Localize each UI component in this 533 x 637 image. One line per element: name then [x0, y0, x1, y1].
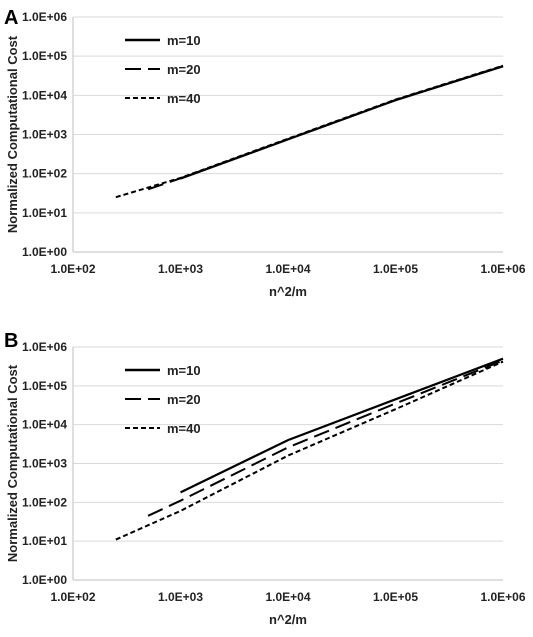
panel-a-y-axis-label: Normalized Computational Cost — [5, 35, 20, 233]
panel-b-series-m-10 — [180, 357, 504, 494]
panel-b-y-axis-label: Normalized Computational Cost — [5, 364, 20, 562]
panel-a-label: A — [4, 7, 18, 29]
panel-b-x-tick-label: 1.0E+06 — [480, 590, 525, 604]
panel-b-series-m-40 — [115, 360, 504, 541]
panel-a-x-tick-label: 1.0E+06 — [480, 262, 525, 276]
panel-b-x-tick-label: 1.0E+03 — [158, 590, 203, 604]
panel-a-y-tick-label: 1.0E+03 — [22, 128, 67, 142]
panel-b-label: B — [4, 330, 18, 352]
panel-a-y-tick-label: 1.0E+06 — [22, 10, 67, 24]
panel-b-series-m-20 — [147, 359, 504, 517]
panel-b-legend-label: m=10 — [167, 363, 201, 378]
panel-a-y-tick-label: 1.0E+05 — [22, 49, 67, 63]
panel-a-y-tick-label: 1.0E+00 — [22, 245, 67, 259]
panel-b-y-tick-label: 1.0E+00 — [22, 573, 67, 587]
panel-a-y-tick-label: 1.0E+04 — [22, 88, 67, 102]
panel-a-x-tick-label: 1.0E+02 — [50, 262, 95, 276]
panel-a-legend-label: m=10 — [167, 33, 201, 48]
panel-a-legend-label: m=20 — [167, 62, 201, 77]
panel-b-legend-label: m=20 — [167, 392, 201, 407]
panel-b-y-tick-label: 1.0E+05 — [22, 379, 67, 393]
panel-b-legend-label: m=40 — [167, 421, 201, 436]
panel-b-y-tick-label: 1.0E+03 — [22, 457, 67, 471]
panel-a-x-tick-label: 1.0E+03 — [158, 262, 203, 276]
panel-b-y-tick-label: 1.0E+04 — [22, 418, 67, 432]
panel-a-series-m-10 — [180, 65, 504, 180]
panel-b-y-tick-label: 1.0E+06 — [22, 340, 67, 354]
panel-b-x-tick-label: 1.0E+05 — [373, 590, 418, 604]
panel-a-x-axis-label: n^2/m — [269, 284, 307, 299]
panel-a-x-tick-label: 1.0E+05 — [373, 262, 418, 276]
panel-b-y-tick-label: 1.0E+01 — [22, 534, 67, 548]
panel-b-x-tick-label: 1.0E+02 — [50, 590, 95, 604]
panel-b-x-tick-label: 1.0E+04 — [265, 590, 310, 604]
panel-a-legend-label: m=40 — [167, 91, 201, 106]
panel-a-x-tick-label: 1.0E+04 — [265, 262, 310, 276]
panel-b-x-axis-label: n^2/m — [269, 612, 307, 627]
panel-a-y-tick-label: 1.0E+02 — [22, 167, 67, 181]
panel-a-y-tick-label: 1.0E+01 — [22, 206, 67, 220]
panel-b-y-tick-label: 1.0E+02 — [22, 495, 67, 509]
